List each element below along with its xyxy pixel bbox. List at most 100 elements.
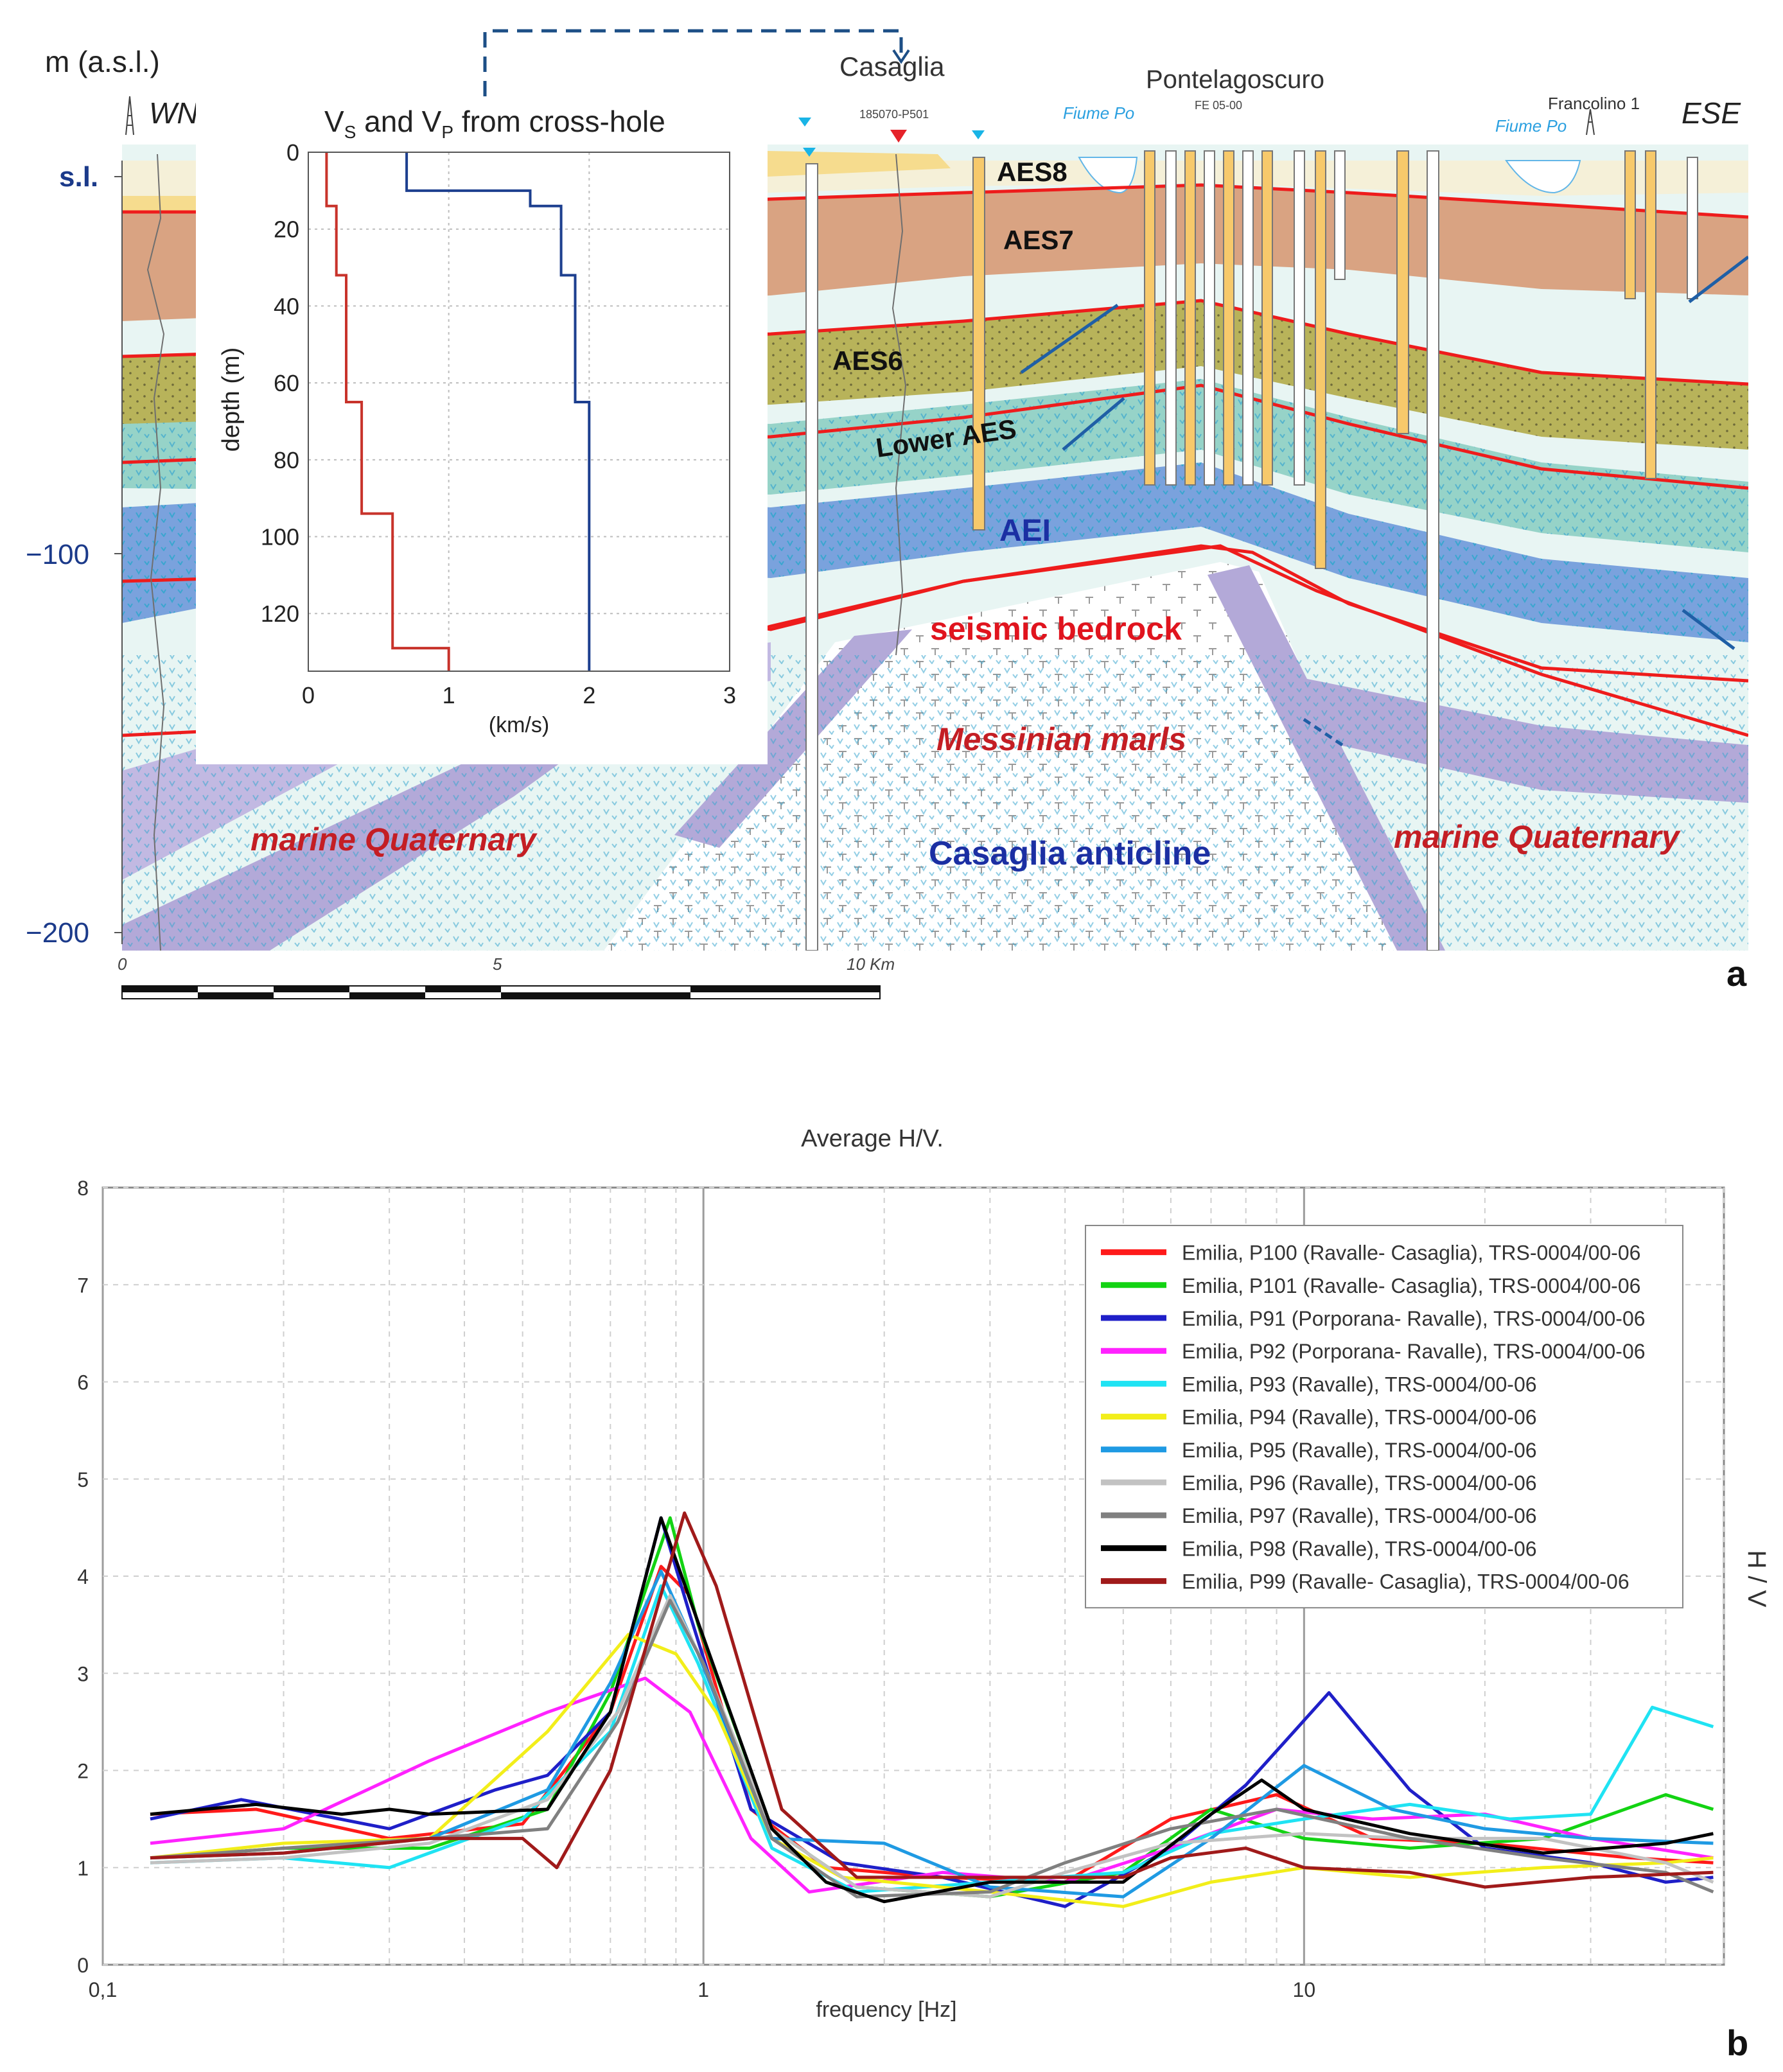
derrick-icon-right (1586, 109, 1595, 136)
unit-label-seismic-bedrock: seismic bedrock (930, 611, 1182, 647)
borehole (972, 157, 985, 531)
inset-ticks: 0 1 2 3 0 20 40 60 80 100 120 (261, 139, 736, 708)
inset-xtick-label: 2 (583, 682, 595, 708)
hv-series-line (150, 1516, 1714, 1904)
inset-series-vp (405, 152, 591, 671)
hv-xlabel: frequency [Hz] (816, 1997, 956, 2022)
hv-title: Average H/V. (801, 1125, 944, 1152)
unit-label-aei: AEI (999, 514, 1051, 548)
aes8-yellow-lens-left (122, 196, 212, 212)
well-marker-icon (1220, 132, 1232, 140)
well-marker-icon (1625, 135, 1637, 143)
hv-ytick-label: 6 (77, 1371, 89, 1394)
well-marker-icon (972, 130, 985, 139)
dashed-connector (483, 29, 903, 96)
well-marker-icon (803, 148, 816, 157)
borehole (1645, 150, 1656, 479)
pontelagoscuro-id-label: FE 05-00 (1195, 99, 1242, 112)
well-marker-icon (1240, 132, 1251, 140)
river-channel-1 (1078, 157, 1138, 194)
fiume-po-label-1: Fiume Po (1063, 103, 1134, 123)
hv-xtick-label: 1 (698, 1978, 709, 2001)
hv-series-line (150, 1511, 1714, 1889)
borehole (1315, 150, 1326, 569)
inset-ytick-label: 20 (274, 216, 299, 243)
casaglia-label: Casaglia (839, 51, 945, 82)
well-marker-icon (1297, 132, 1309, 140)
boreholes (805, 150, 1698, 951)
hv-legend-label: Emilia, P93 (Ravalle), TRS-0004/00-06 (1182, 1373, 1537, 1396)
unit-label-aes7: AES7 (1003, 225, 1074, 255)
well-marker-icon (1163, 132, 1174, 140)
borehole (1624, 150, 1636, 299)
borehole (1687, 157, 1698, 299)
hv-legend-label: Emilia, P101 (Ravalle- Casaglia), TRS-00… (1182, 1274, 1640, 1297)
well-marker-icon (1143, 132, 1155, 140)
casaglia-red-marker-icon (890, 130, 907, 143)
inset-xlabel: (km/s) (489, 713, 549, 737)
connector-arrow-icon (892, 49, 910, 64)
inset-background (196, 96, 768, 764)
well-marker-icons-left (798, 118, 985, 139)
inset-xtick-label: 1 (443, 682, 455, 708)
hv-legend-label: Emilia, P98 (Ravalle), TRS-0004/00-06 (1182, 1537, 1537, 1560)
hv-legend: Emilia, P100 (Ravalle- Casaglia), TRS-00… (1085, 1225, 1683, 1609)
scale-label-5: 5 (493, 954, 502, 974)
hv-series-line (150, 1584, 1714, 1894)
hv-ytick-label: 4 (77, 1565, 89, 1588)
well-marker-icon (1355, 132, 1367, 140)
hv-legend-label: Emilia, P92 (Porporana- Ravalle), TRS-00… (1182, 1340, 1646, 1363)
hv-xtick-label: 0,1 (89, 1978, 117, 2001)
well-marker-icon (798, 118, 811, 127)
borehole (1223, 150, 1234, 486)
vertical-axis-title: m (a.s.l.) (45, 45, 160, 78)
inset-ylabel: depth (m) (218, 347, 245, 452)
inset-plot-frame (308, 152, 730, 672)
hv-ytick-label: 7 (77, 1274, 89, 1297)
well-marker-icon (1278, 132, 1290, 140)
well-marker-icon (1427, 132, 1439, 140)
unit-label-messinian: Messinian marls (936, 721, 1186, 757)
hv-xtick-label: 10 (1293, 1978, 1316, 2001)
scale-label-10: 10 Km (847, 954, 895, 974)
well-marker-icon (1646, 135, 1657, 143)
hv-legend-label: Emilia, P95 (Ravalle), TRS-0004/00-06 (1182, 1439, 1537, 1462)
francolino-label: Francolino 1 (1548, 94, 1640, 113)
borehole (1427, 150, 1439, 951)
hv-ytick-label: 1 (77, 1857, 89, 1880)
well-marker-icon (1317, 132, 1328, 140)
hv-legend-label: Emilia, P96 (Ravalle), TRS-0004/00-06 (1182, 1471, 1537, 1495)
well-marker-icon (1259, 132, 1270, 140)
inset-lines (325, 152, 591, 671)
unit-label-aes6: AES6 (832, 346, 903, 376)
hv-ylabel: H / V (1743, 1550, 1771, 1608)
inset-ytick-label: 60 (274, 370, 299, 396)
hv-ytick-label: 3 (77, 1662, 89, 1685)
hv-legend-box (1085, 1225, 1683, 1609)
inset-ytick-label: 120 (261, 601, 299, 627)
log-traces (146, 154, 907, 951)
ylabel-minus200: −200 (26, 917, 89, 949)
derrick-icon-left (125, 96, 134, 136)
hv-legend-label: Emilia, P99 (Ravalle- Casaglia), TRS-000… (1182, 1570, 1629, 1594)
inset-series-vs (325, 152, 450, 671)
borehole (1144, 150, 1155, 486)
borehole (1294, 150, 1305, 486)
scale-label-0: 0 (118, 954, 127, 974)
borehole (805, 163, 818, 951)
hv-ytick-label: 5 (77, 1468, 89, 1491)
aes6-dot-pattern (122, 302, 1748, 450)
hv-ytick-label: 8 (77, 1177, 89, 1200)
inset-ytick-label: 0 (286, 139, 299, 166)
well-marker-icon (1397, 132, 1409, 140)
unit-label-anticline: Casaglia anticline (929, 835, 1211, 872)
faults (1020, 256, 1748, 747)
unit-label-aes8: AES8 (997, 157, 1067, 187)
borehole (1204, 150, 1215, 486)
borehole (1396, 150, 1409, 434)
ylabel-minus100: −100 (26, 539, 89, 570)
unit-label-marine-left: marine Quaternary (250, 821, 538, 857)
river-channel-2 (1505, 160, 1581, 194)
borehole (1165, 150, 1177, 486)
